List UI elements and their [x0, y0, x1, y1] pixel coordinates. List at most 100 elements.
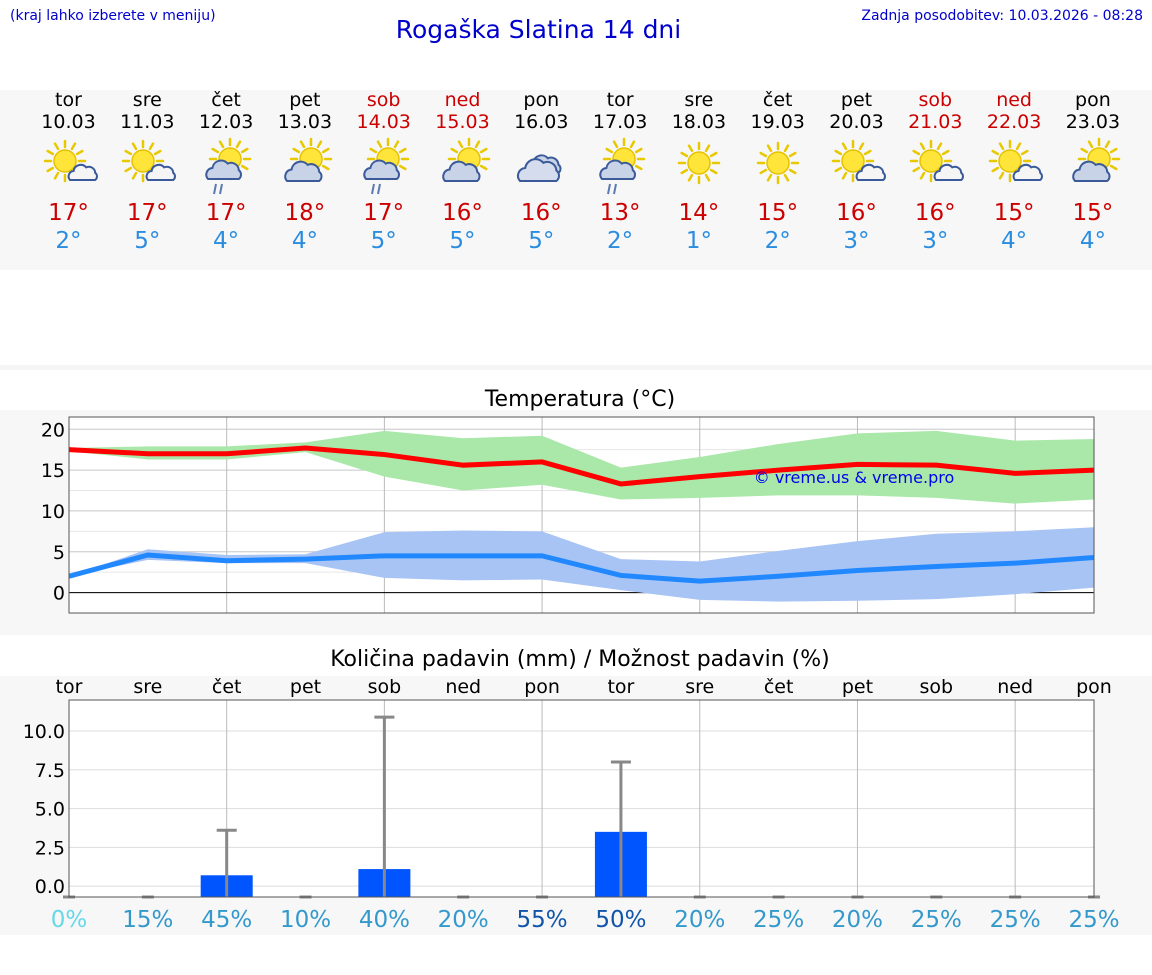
- watermark: © vreme.us & vreme.pro: [754, 468, 955, 487]
- x-tick-label: tor: [56, 676, 83, 698]
- day-name: ned: [444, 89, 481, 111]
- sun-big-cloud-icon: [441, 137, 490, 182]
- x-tick-label: ned: [445, 676, 481, 698]
- day-name: sob: [366, 89, 401, 111]
- y-tick-label: 15: [41, 460, 65, 482]
- day-name: tor: [55, 89, 82, 111]
- max-temperature: 16°: [442, 200, 483, 226]
- max-temperature: 16°: [520, 200, 562, 226]
- min-temperature: 4°: [213, 228, 240, 254]
- day-name: ned: [996, 89, 1032, 111]
- precipitation-probability: 25%: [911, 907, 962, 933]
- day-date: 16.03: [514, 111, 569, 133]
- min-temperature: 4°: [1079, 228, 1106, 254]
- day-date: 10.03: [41, 111, 96, 133]
- precipitation-probability: 50%: [595, 907, 646, 933]
- day-date: 11.03: [120, 111, 175, 133]
- x-tick-label: pet: [842, 676, 873, 698]
- precipitation-probability: 20%: [438, 907, 489, 933]
- y-tick-label: 10: [41, 501, 65, 523]
- plot-border: [68, 416, 1095, 614]
- y-tick-label: 5: [53, 542, 65, 564]
- max-temperature: 17°: [363, 200, 405, 226]
- forecast-day: ned 15.03 16° 5°: [423, 89, 502, 255]
- sun-cloud-icon: [43, 139, 98, 183]
- forecast-day: tor 10.03 17° 2°: [29, 89, 108, 255]
- day-date: 21.03: [908, 111, 963, 133]
- max-temperature: 14°: [678, 200, 720, 226]
- min-temperature: 2°: [764, 228, 791, 254]
- sun-big-cloud-icon: [1072, 137, 1121, 182]
- forecast-day: čet 12.03 17° 4°: [187, 89, 266, 255]
- y-tick-label: 5.0: [35, 799, 65, 821]
- min-temperature: 2°: [607, 228, 634, 254]
- min-temperature: 5°: [528, 228, 555, 254]
- precipitation-probability: 20%: [674, 907, 725, 933]
- min-temperature: 5°: [134, 228, 161, 254]
- cloudy-icon: [517, 154, 562, 182]
- y-tick-label: 0.0: [35, 876, 65, 898]
- y-tick-label: 2.5: [35, 837, 65, 859]
- forecast-day: sre 18.03 14° 1°: [659, 89, 738, 255]
- day-name: sre: [132, 89, 162, 111]
- day-date: 14.03: [356, 111, 411, 133]
- forecast-day: tor 17.03 13° 2°: [581, 89, 660, 255]
- max-temperature: 13°: [599, 200, 641, 226]
- plot-border: [68, 699, 1095, 898]
- precipitation-probability: 45%: [201, 907, 252, 933]
- min-temperature: 3°: [922, 228, 949, 254]
- x-tick-label: pet: [290, 676, 321, 698]
- day-name: pet: [840, 89, 873, 111]
- max-temperature: 15°: [1072, 200, 1114, 226]
- menu-hint: (kraj lahko izberete v meniju): [10, 8, 216, 24]
- min-temperature: 4°: [291, 228, 318, 254]
- day-date: 12.03: [198, 111, 254, 133]
- precipitation-probability: 25%: [990, 907, 1041, 933]
- day-date: 13.03: [277, 111, 333, 133]
- precipitation-probability: 55%: [517, 907, 568, 933]
- forecast-day: čet 19.03 15° 2°: [738, 89, 817, 255]
- day-name: čet: [762, 89, 793, 111]
- y-tick-label: 0: [53, 583, 65, 605]
- max-temperature: 16°: [836, 200, 877, 226]
- plot-area: [69, 700, 1094, 897]
- day-date: 15.03: [435, 111, 490, 133]
- last-update: Zadnja posodobitev: 10.03.2026 - 08:28: [861, 8, 1143, 24]
- min-temperature: 5°: [449, 228, 476, 254]
- day-name: sre: [684, 89, 714, 111]
- sun-cloud-rain-icon: [599, 137, 646, 195]
- sun-cloud-icon: [910, 139, 965, 183]
- day-date: 22.03: [986, 111, 1042, 133]
- y-tick-label: 7.5: [35, 760, 65, 782]
- min-temperature: 4°: [1001, 228, 1028, 254]
- y-tick-label: 10.0: [23, 721, 65, 743]
- max-temperature-line: [68, 445, 1095, 487]
- x-tick-label: sob: [920, 676, 954, 698]
- divider: [0, 365, 1152, 370]
- forecast-day: ned 22.03 15° 4°: [975, 89, 1054, 255]
- x-tick-label: pon: [524, 676, 560, 698]
- x-tick-label: tor: [607, 676, 634, 698]
- day-date: 23.03: [1065, 111, 1121, 133]
- day-date: 18.03: [671, 111, 727, 133]
- forecast-day: sob 14.03 17° 5°: [344, 89, 423, 255]
- x-tick-label: čet: [764, 676, 794, 698]
- temperature-chart: 0 5 10 15 20 © vreme.us & vreme.pro: [41, 416, 1095, 614]
- sun-cloud-icon: [988, 139, 1044, 183]
- max-temperature: 16°: [914, 200, 956, 226]
- precipitation-probability: 0%: [51, 907, 88, 933]
- max-temperature: 18°: [284, 200, 326, 226]
- sun-cloud-icon: [831, 139, 886, 183]
- y-tick-label: 20: [41, 419, 65, 441]
- precipitation-probability: 25%: [753, 907, 804, 933]
- precipitation-probability: 25%: [1068, 907, 1119, 933]
- min-temperature-line: [68, 552, 1095, 584]
- sun-big-cloud-icon: [284, 137, 333, 182]
- sun-icon: [677, 141, 721, 185]
- min-temperature: 1°: [685, 228, 712, 254]
- day-name: sob: [918, 89, 953, 111]
- forecast-days: tor 10.03 17° 2° sre 11.03 17° 5° čet 12.03 17° 4° p…: [0, 89, 1152, 269]
- precipitation-chart: tor sre čet pet sob ned pon tor sre čet pet sob ned p…: [23, 676, 1120, 933]
- min-temperature: 2°: [55, 228, 82, 254]
- day-date: 17.03: [592, 111, 648, 133]
